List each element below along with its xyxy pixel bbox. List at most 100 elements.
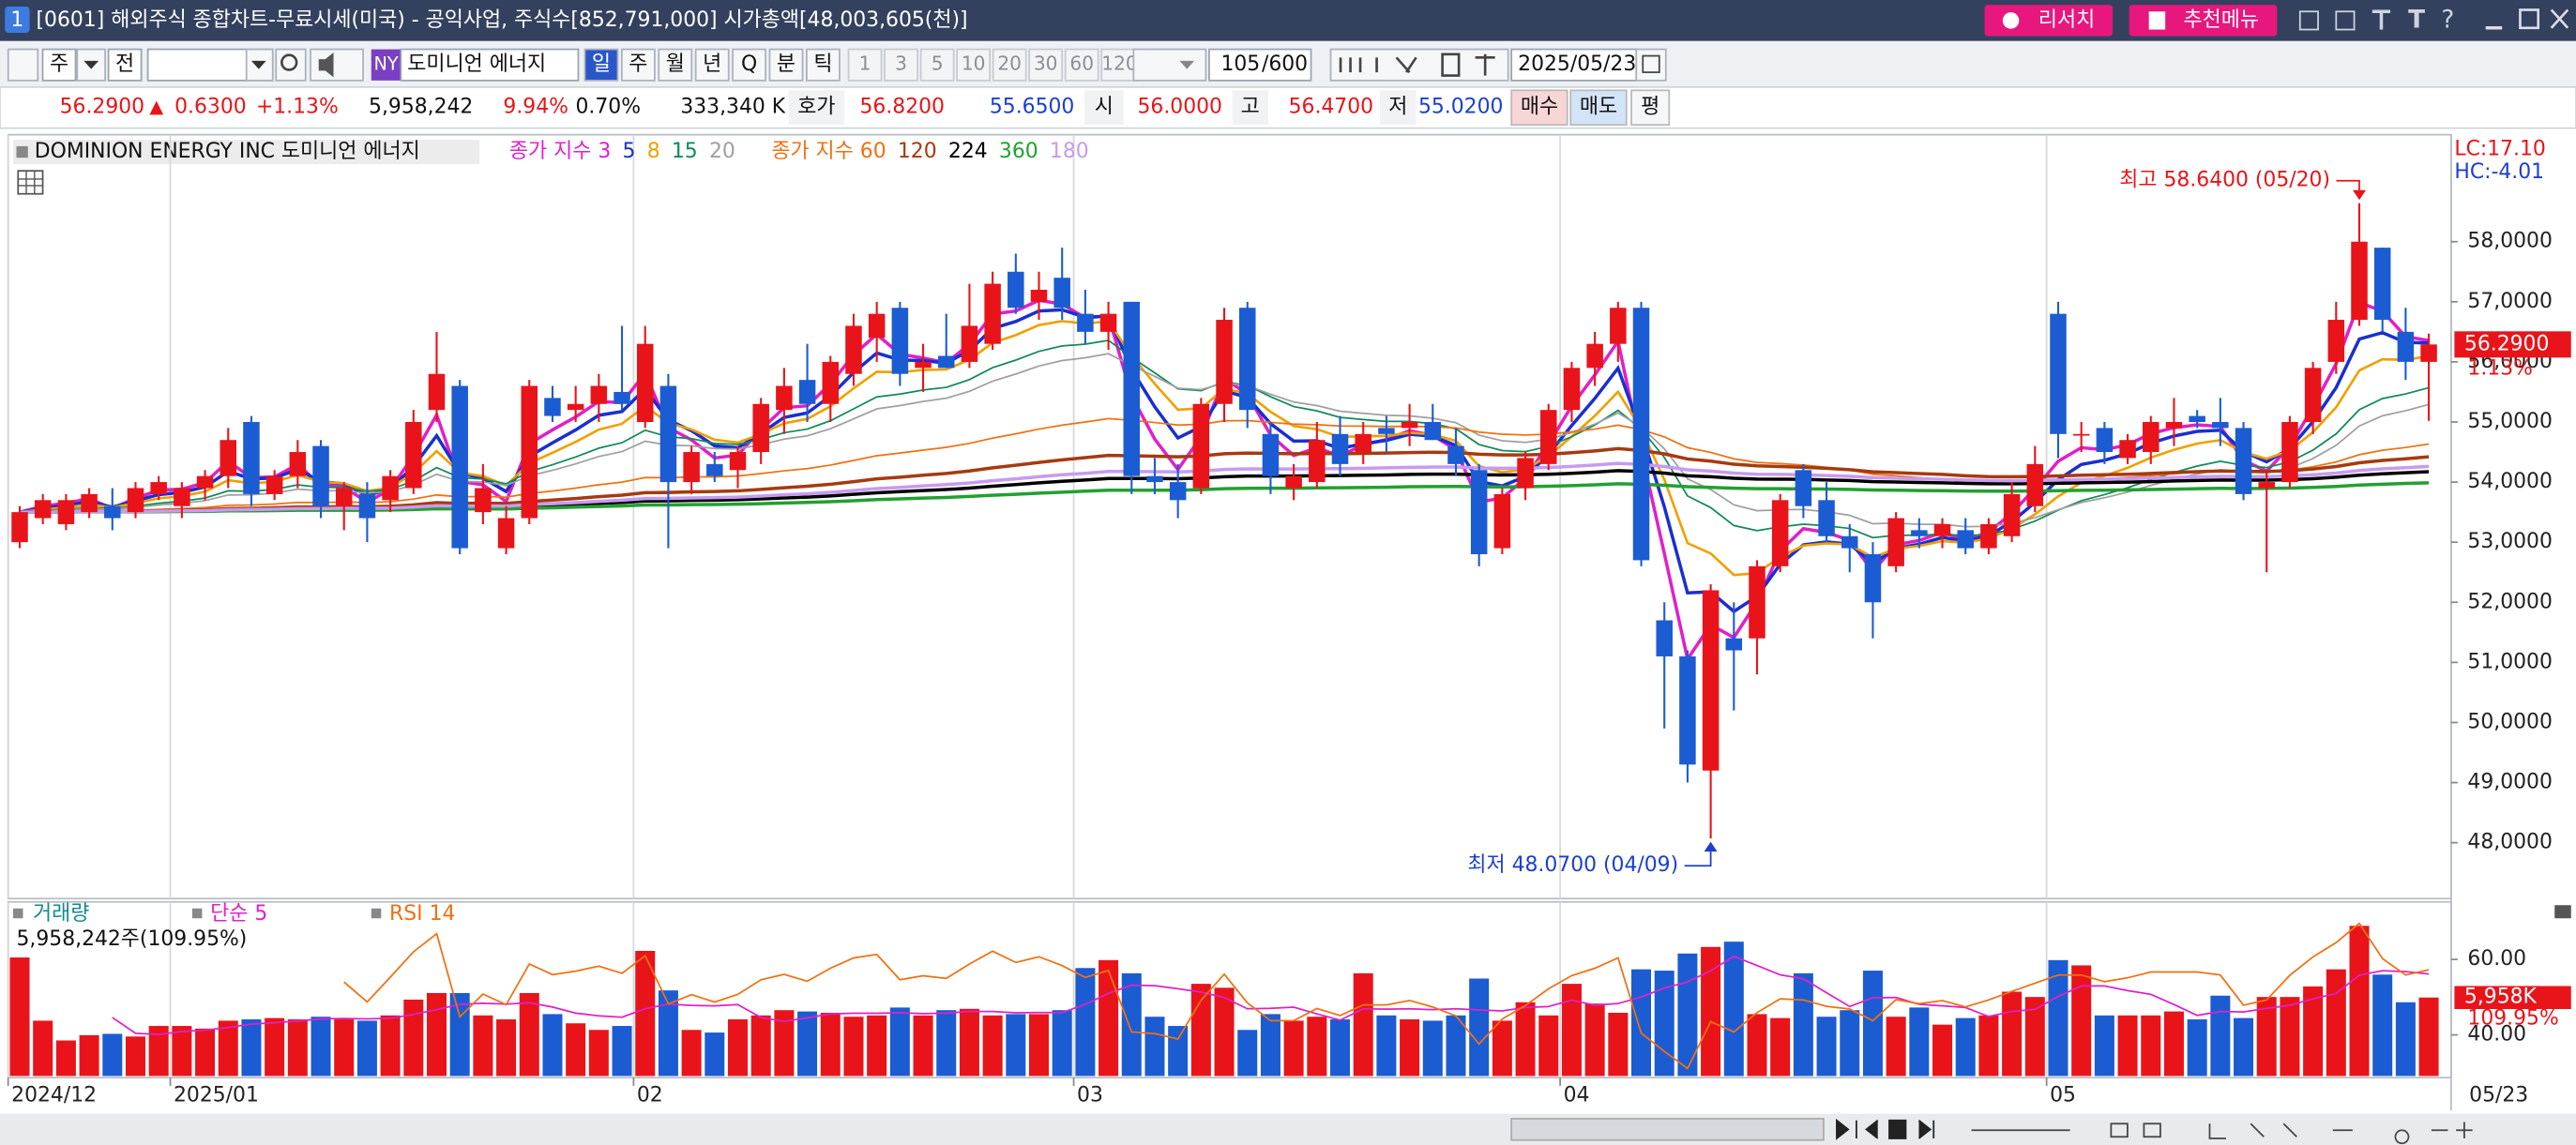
count-box[interactable] <box>1208 48 1312 82</box>
research-label[interactable]: 리서치 <box>2038 8 2095 32</box>
volume-bar <box>449 992 470 1077</box>
candle-body <box>1238 308 1256 411</box>
scroll-thumb[interactable] <box>1510 1118 1825 1141</box>
period-label[interactable]: 틱 <box>813 53 832 76</box>
tool-icons[interactable] <box>1329 48 1509 82</box>
volume-ratio: 109.95% <box>2467 1007 2558 1031</box>
grid-button[interactable] <box>17 170 44 195</box>
bottom-tools[interactable] <box>1971 1122 2473 1145</box>
minute-button[interactable] <box>1028 48 1064 82</box>
period-label[interactable]: 일 <box>592 53 611 76</box>
period-label[interactable]: Q <box>741 53 757 76</box>
help-icon[interactable]: ? <box>2441 6 2454 34</box>
ma-legend-period: 5 <box>623 140 636 163</box>
candle-body <box>1563 368 1581 411</box>
volume-bar <box>1307 1017 1327 1077</box>
minute-label[interactable]: 1 <box>859 53 871 75</box>
minute-label[interactable]: 120 <box>1101 53 1137 75</box>
candle-body <box>1169 482 1187 501</box>
volume-bar <box>102 1033 123 1077</box>
buy-button[interactable] <box>1510 89 1568 127</box>
minute-label[interactable]: 5 <box>932 53 944 75</box>
minute-button[interactable] <box>884 48 918 82</box>
volume-legend-label: 거래량 <box>33 902 89 926</box>
volume-bar <box>1561 984 1582 1077</box>
sell-label[interactable]: 매도 <box>1580 96 1617 119</box>
period-label[interactable]: 분 <box>777 53 796 76</box>
unit-text[interactable]: 주 <box>50 53 68 76</box>
period-button[interactable] <box>620 48 656 82</box>
font-icon[interactable]: T <box>2408 6 2425 34</box>
recommend-label[interactable]: 추천메뉴 <box>2183 8 2258 32</box>
calendar-button[interactable] <box>1635 48 1667 82</box>
period-button[interactable] <box>694 48 730 82</box>
maximize[interactable] <box>2519 8 2540 30</box>
volume-bar <box>1422 1020 1443 1077</box>
period-button[interactable] <box>583 48 619 82</box>
date[interactable]: 2025/05/23 <box>1518 53 1636 76</box>
period-label[interactable]: 월 <box>666 53 685 76</box>
ma-legend-period: 224 <box>948 140 988 163</box>
volume-ma-period: 5 <box>254 902 267 926</box>
minute-button[interactable] <box>1064 48 1099 82</box>
minute-label[interactable]: 60 <box>1069 53 1094 75</box>
date-box[interactable] <box>1510 48 1638 82</box>
unit-select[interactable] <box>41 48 77 82</box>
y-tick-label: 49,0000 <box>2467 771 2552 794</box>
volume-bar <box>2094 1015 2114 1077</box>
minute-button[interactable] <box>992 48 1027 82</box>
volume-pct: 9.94% <box>503 96 568 119</box>
minute-button[interactable] <box>956 48 992 82</box>
candle-body <box>2397 331 2415 362</box>
minute-label[interactable]: 10 <box>962 53 986 75</box>
scope-select[interactable] <box>107 48 143 82</box>
candle-body <box>1424 421 1442 441</box>
volume-bar <box>496 1019 517 1077</box>
scope-text[interactable]: 전 <box>115 53 134 76</box>
period-button[interactable] <box>806 48 841 82</box>
research-button[interactable] <box>1984 5 2114 37</box>
caret <box>83 60 99 69</box>
pin-icon[interactable] <box>2371 9 2391 30</box>
scroll-controls[interactable] <box>1836 1118 1935 1140</box>
period-button[interactable] <box>768 48 804 82</box>
avg-label[interactable]: 평 <box>1641 96 1659 119</box>
minute-button[interactable] <box>847 48 883 82</box>
minute-label[interactable]: 20 <box>997 53 1022 75</box>
ma-legend-period: 120 <box>898 140 937 163</box>
pane-close[interactable] <box>2554 905 2571 919</box>
candle-body <box>1771 500 1789 566</box>
count[interactable]: 105 <box>1220 53 1260 76</box>
period-label[interactable]: 년 <box>703 53 721 76</box>
volume-ma-line <box>112 955 2430 1035</box>
candle-body <box>1099 313 1117 332</box>
buy-label[interactable]: 매수 <box>1521 96 1558 119</box>
legend-square <box>13 908 23 919</box>
minute-label[interactable]: 30 <box>1034 53 1058 75</box>
period-button[interactable] <box>732 48 766 82</box>
minute-button[interactable] <box>919 48 955 82</box>
avg-button[interactable] <box>1630 89 1671 127</box>
sell-button[interactable] <box>1569 89 1628 127</box>
icon[interactable] <box>2298 10 2319 31</box>
minute-label[interactable]: 3 <box>895 53 907 75</box>
candle-body <box>451 385 468 549</box>
candle-body <box>243 421 260 494</box>
volume-bar <box>1608 1013 1629 1077</box>
icon[interactable] <box>2335 10 2356 31</box>
period-label[interactable]: 주 <box>629 53 647 76</box>
sound-button[interactable] <box>310 48 364 82</box>
layout-button[interactable] <box>7 48 39 82</box>
volume-bar <box>125 1036 145 1077</box>
period-button[interactable] <box>658 48 693 82</box>
close[interactable] <box>2550 8 2569 29</box>
dropdown[interactable] <box>1132 48 1207 82</box>
volume-bar <box>2418 997 2439 1077</box>
volume-bar <box>1099 959 1119 1077</box>
low-label: 저 <box>1388 96 1407 119</box>
x-tick-label: 05 <box>2050 1083 2076 1107</box>
recommend-button[interactable] <box>2129 5 2278 37</box>
candle-body <box>2420 344 2437 362</box>
plot: 48,0000 49,0000 50,0000 51,0000 52,0000 53,00… <box>7 134 2571 1107</box>
